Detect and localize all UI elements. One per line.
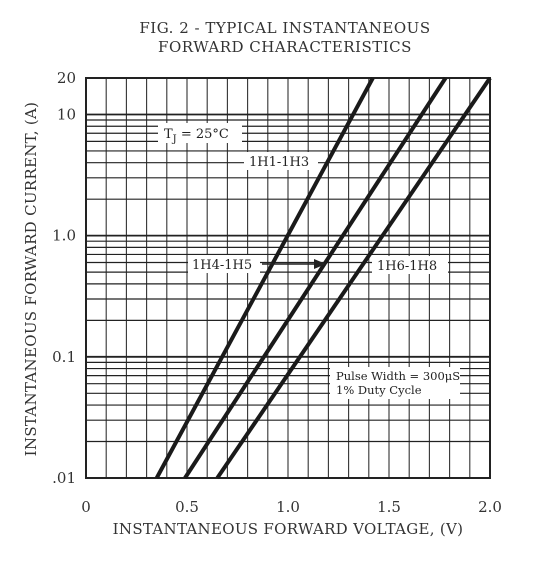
tj-label-background bbox=[158, 123, 242, 143]
series-line-1h6-1h8 bbox=[215, 76, 492, 480]
chart-title-line-2: FORWARD CHARACTERISTICS bbox=[158, 38, 412, 56]
arrow-pointer-head bbox=[314, 259, 326, 269]
series-group bbox=[154, 76, 492, 480]
x-tick-label: 0.5 bbox=[175, 498, 199, 516]
note-pulse-width: Pulse Width = 300μS bbox=[336, 369, 460, 383]
series-label-bg-1h1 bbox=[244, 152, 318, 170]
note-duty-cycle: 1% Duty Cycle bbox=[336, 383, 422, 397]
grid bbox=[86, 78, 490, 478]
series-label-1h6-1h8: 1H6-1H8 bbox=[377, 259, 437, 274]
series-line-1h4-1h5 bbox=[183, 76, 448, 480]
series-label-bg-1h4 bbox=[188, 255, 260, 273]
series-line-1h1-1h3 bbox=[154, 77, 375, 479]
y-axis-label: INSTANTANEOUS FORWARD CURRENT, (A) bbox=[22, 101, 40, 457]
x-tick-label: 1.5 bbox=[377, 498, 401, 516]
series-label-bg-1h6 bbox=[372, 256, 448, 274]
x-axis-label: INSTANTANEOUS FORWARD VOLTAGE, (V) bbox=[112, 520, 464, 538]
note-box bbox=[330, 367, 460, 399]
series-label-1h1-1h3: 1H1-1H3 bbox=[249, 155, 309, 170]
y-tick-label: 1.0 bbox=[52, 227, 76, 245]
x-tick-label: 2.0 bbox=[478, 498, 502, 516]
y-tick-label: 0.1 bbox=[52, 348, 76, 366]
tick-labels: 0 0.5 1.0 1.5 2.0 .01 0.1 1.0 10 20 bbox=[52, 69, 502, 516]
x-tick-label: 1.0 bbox=[276, 498, 300, 516]
y-tick-label: 20 bbox=[57, 69, 76, 87]
chart-title-line-1: FIG. 2 - TYPICAL INSTANTANEOUS bbox=[139, 19, 431, 37]
series-label-1h4-1h5: 1H4-1H5 bbox=[192, 258, 252, 273]
y-tick-label: .01 bbox=[52, 469, 76, 487]
plot-frame bbox=[85, 77, 491, 479]
tj-label: TJ = 25°C bbox=[164, 127, 229, 145]
y-tick-label: 10 bbox=[57, 105, 76, 123]
x-tick-label: 0 bbox=[81, 498, 91, 516]
